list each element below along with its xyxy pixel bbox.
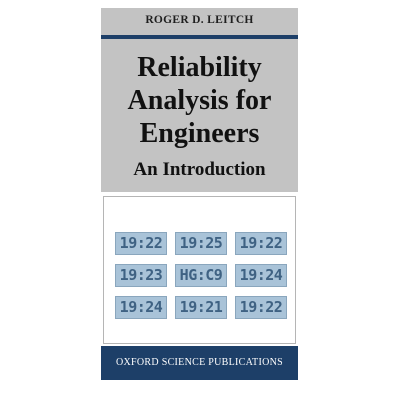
author: ROGER D. LEITCH [145,14,254,26]
title-line: Reliability [137,52,262,83]
clock-display: 19:23 [115,264,167,287]
title-line: Engineers [139,118,260,149]
clock-display: 19:22 [235,232,287,255]
display-panel: 19:22 19:25 19:22 19:23 HG:C9 19:24 19:24 19:21… [103,196,296,344]
book-cover: ROGER D. LEITCH Reliability Analysis for… [101,8,298,380]
subtitle: An Introduction [133,159,266,180]
clock-display: 19:25 [175,232,227,255]
clock-display: 19:24 [115,296,167,319]
publisher: OXFORD SCIENCE PUBLICATIONS [115,357,283,368]
cover-header: ROGER D. LEITCH Reliability Analysis for… [101,8,298,192]
clock-display: 19:24 [235,264,287,287]
clock-display: 19:21 [175,296,227,319]
clock-display: 19:22 [115,232,167,255]
rule [101,35,298,39]
clock-display: HG:C9 [175,264,227,287]
title-line: Analysis for [127,85,272,116]
publisher-band: OXFORD SCIENCE PUBLICATIONS [101,346,298,380]
clock-display: 19:22 [235,296,287,319]
